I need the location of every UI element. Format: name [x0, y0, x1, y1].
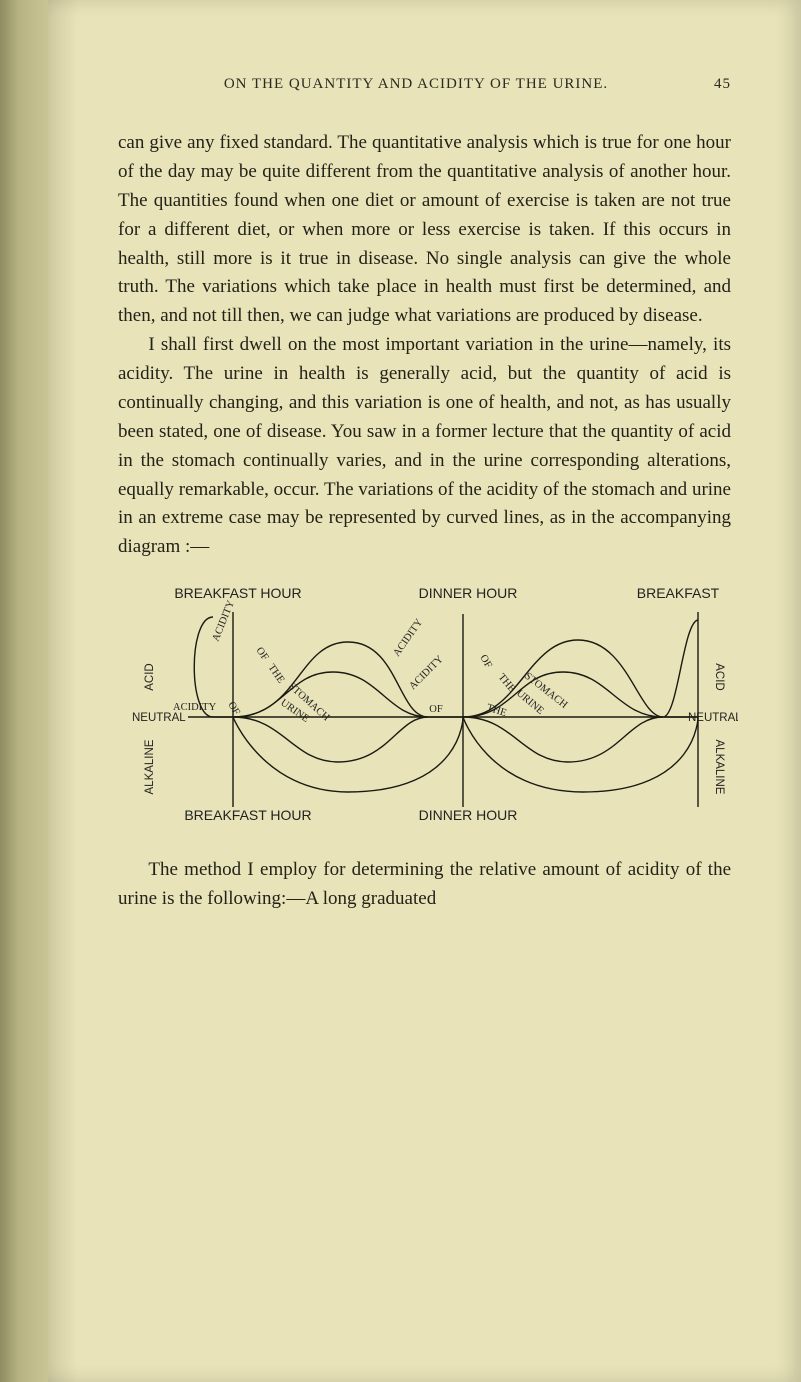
curve-stomach-outer	[194, 617, 698, 792]
curve-label-of-1: OF	[254, 646, 271, 663]
label-right-neutral: NEUTRAL	[688, 712, 738, 724]
diagram-svg: BREAKFAST HOUR DINNER HOUR BREAKFAST ACI…	[118, 582, 738, 832]
curve-label-of-2: OF	[429, 704, 443, 715]
label-breakfast-bottom: BREAKFAST HOUR	[184, 807, 311, 823]
label-dinner-top: DINNER HOUR	[419, 585, 518, 601]
closing-paragraph: The method I employ for determining the …	[118, 856, 731, 914]
label-left-neutral: NEUTRAL	[132, 712, 186, 724]
page-number: 45	[714, 76, 731, 93]
curve-label-of-left: OF	[225, 700, 241, 717]
curve-label-acidity-2: ACIDITY	[391, 617, 425, 659]
label-right-acid: ACID	[713, 663, 725, 690]
curve-label-acidity-2b: ACIDITY	[407, 654, 446, 693]
curve-label-the-1: THE	[266, 663, 287, 686]
body-text: can give any fixed standard. The quantit…	[118, 129, 731, 562]
curve-label-the-3: THE	[496, 672, 518, 695]
binding-shadow	[0, 0, 48, 1382]
label-right-alkaline: ALKALINE	[713, 740, 725, 795]
page-paper: ON THE QUANTITY AND ACIDITY OF THE URINE…	[48, 0, 801, 1382]
paragraph-2: I shall first dwell on the most importan…	[118, 331, 731, 562]
curve-label-of-3: OF	[477, 653, 493, 670]
label-left-acid: ACID	[144, 663, 156, 690]
label-left-alkaline: ALKALINE	[144, 739, 156, 794]
running-head: ON THE QUANTITY AND ACIDITY OF THE URINE…	[118, 76, 731, 93]
paragraph-1: can give any fixed standard. The quantit…	[118, 129, 731, 331]
label-breakfast-top-left: BREAKFAST HOUR	[174, 585, 301, 601]
label-dinner-bottom: DINNER HOUR	[419, 807, 518, 823]
acidity-diagram: BREAKFAST HOUR DINNER HOUR BREAKFAST ACI…	[118, 582, 731, 832]
label-breakfast-top-right: BREAKFAST	[637, 585, 720, 601]
running-head-text: ON THE QUANTITY AND ACIDITY OF THE URINE…	[224, 76, 608, 92]
